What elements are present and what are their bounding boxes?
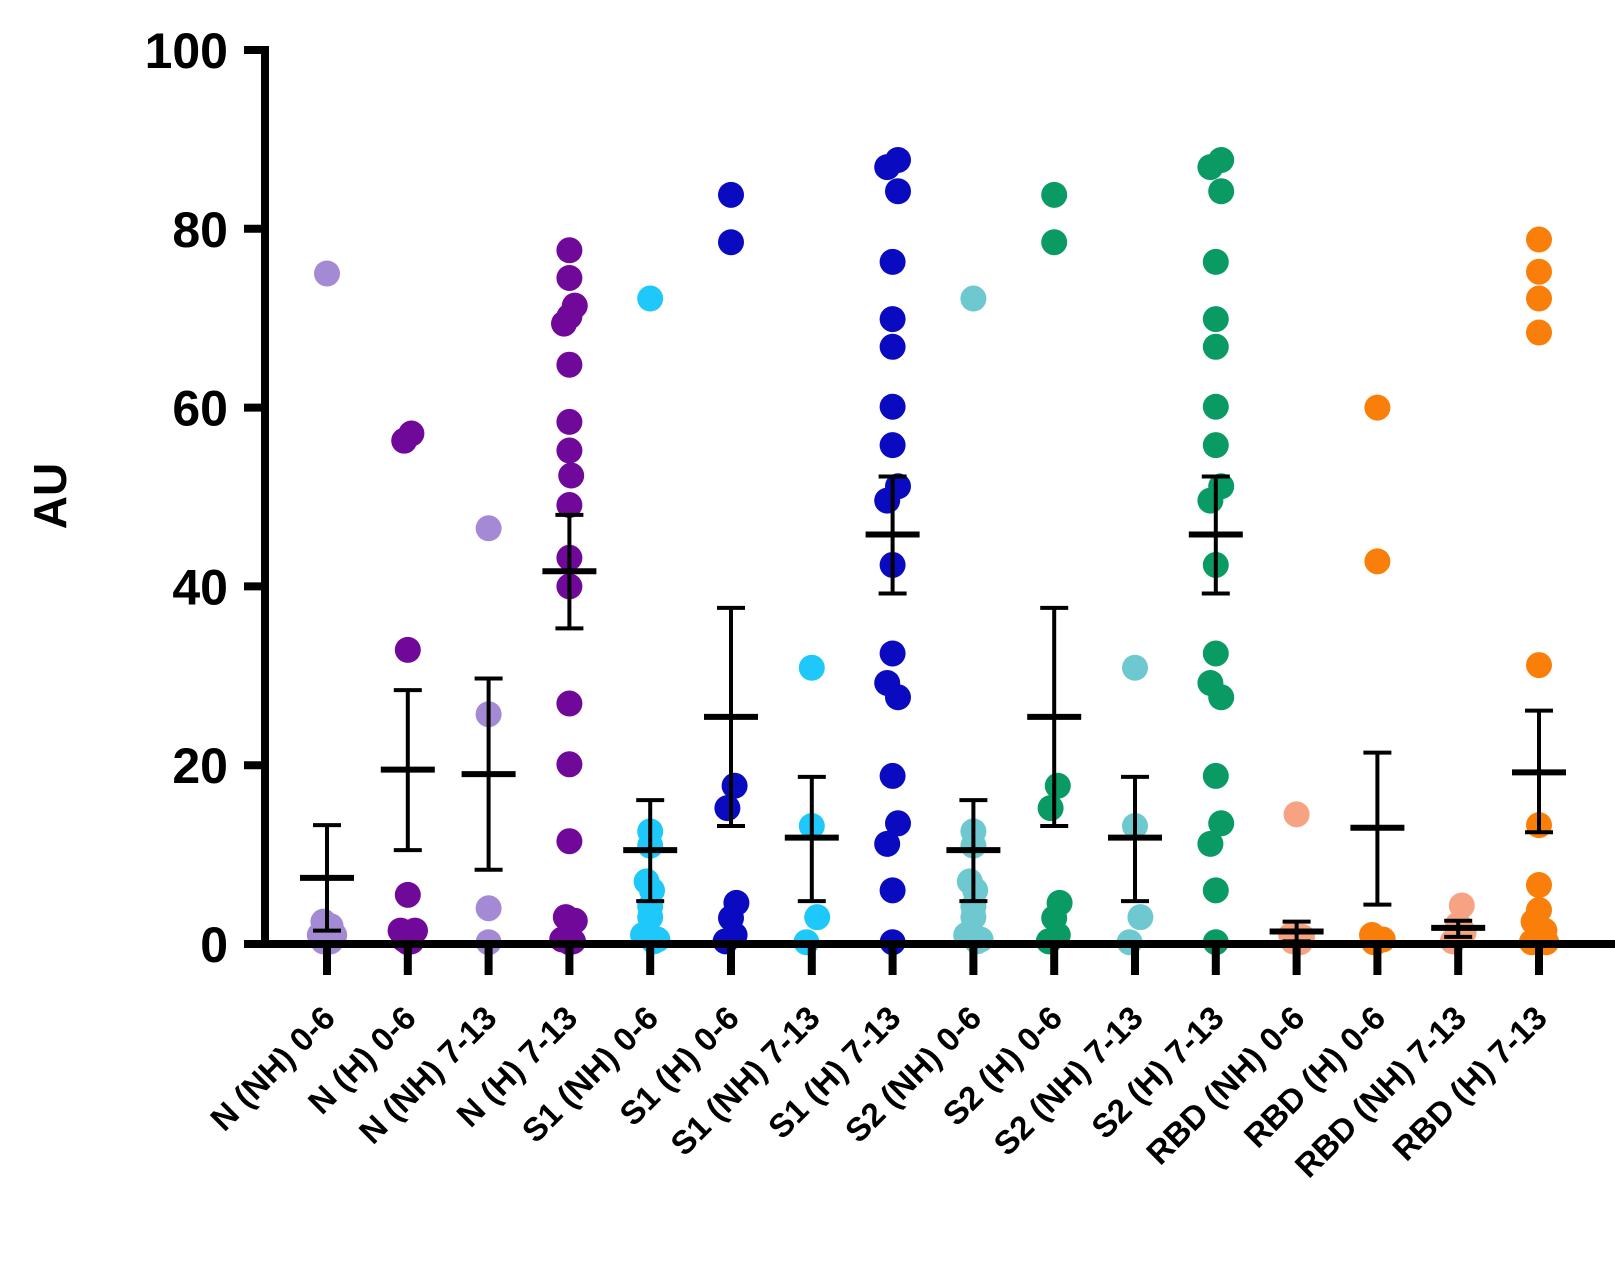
y-tick-label: 40 — [172, 559, 228, 615]
data-point — [798, 654, 825, 681]
data-point — [1526, 285, 1552, 312]
data-point — [1208, 810, 1235, 837]
data-point — [885, 810, 911, 837]
data-point — [874, 830, 901, 857]
data-point — [1127, 904, 1154, 931]
data-point — [1526, 226, 1552, 253]
data-point — [1202, 306, 1229, 333]
data-point — [556, 237, 583, 264]
data-point — [1208, 146, 1235, 173]
data-point — [556, 303, 583, 330]
data-point — [1364, 548, 1391, 575]
data-point — [1197, 830, 1224, 857]
data-point — [556, 437, 583, 464]
data-point — [1044, 772, 1071, 799]
data-point — [879, 432, 906, 459]
data-point — [556, 751, 583, 778]
y-tick-label: 100 — [145, 23, 228, 79]
data-point — [804, 904, 831, 931]
data-point — [1202, 333, 1229, 360]
data-point — [879, 640, 906, 667]
y-tick-label: 80 — [172, 202, 228, 258]
data-point — [1202, 432, 1229, 459]
y-axis-title: AU — [24, 463, 76, 529]
data-point — [1526, 319, 1552, 346]
data-point — [1364, 394, 1391, 421]
data-point — [960, 285, 987, 312]
data-point — [1526, 652, 1552, 679]
data-point — [1283, 801, 1310, 828]
y-tick-label: 20 — [172, 738, 228, 794]
data-point — [1208, 178, 1235, 205]
data-point — [885, 178, 911, 205]
data-point — [1526, 258, 1552, 285]
data-point — [556, 828, 583, 855]
y-ticks: 0 20 40 60 80 100 — [145, 23, 269, 973]
data-point — [556, 690, 583, 717]
data-point — [879, 248, 906, 275]
data-point — [721, 772, 748, 799]
data-point — [879, 877, 906, 904]
data-point — [879, 762, 906, 789]
data-point — [398, 420, 425, 447]
data-point — [556, 351, 583, 378]
data-point — [475, 515, 502, 542]
data-point — [1041, 229, 1068, 256]
y-tick-label: 60 — [172, 381, 228, 437]
axes — [261, 48, 1615, 948]
data-point — [556, 408, 583, 435]
data-point — [558, 462, 585, 489]
data-point — [556, 264, 583, 291]
data-point — [1197, 487, 1224, 514]
data-point — [1526, 871, 1552, 898]
data-point — [314, 260, 340, 287]
data-point — [714, 795, 741, 822]
data-point — [885, 684, 911, 711]
data-point — [718, 229, 744, 256]
data-point — [879, 306, 906, 333]
mean-error-bars — [300, 474, 1566, 944]
data-point — [1202, 877, 1229, 904]
data-point — [718, 181, 744, 208]
data-point — [561, 907, 588, 934]
data-point — [1208, 684, 1235, 711]
data-point — [394, 636, 421, 663]
data-point — [637, 285, 664, 312]
x-ticks: N (NH) 0-6N (H) 0-6N (NH) 7-13N (H) 7-13… — [203, 944, 1554, 1184]
x-tick-label: N (NH) 0-6 — [203, 999, 342, 1138]
data-point — [1202, 762, 1229, 789]
data-point — [1122, 654, 1148, 681]
data-point — [394, 881, 421, 908]
data-point — [1041, 181, 1068, 208]
data-point — [1202, 248, 1229, 275]
data-point — [885, 146, 911, 173]
data-point — [1037, 795, 1064, 822]
data-point — [475, 895, 502, 922]
data-point — [1202, 393, 1229, 420]
y-tick-label: 0 — [200, 917, 228, 973]
data-point — [874, 487, 901, 514]
data-points — [306, 146, 1560, 956]
data-point — [879, 333, 906, 360]
data-point — [556, 492, 583, 519]
data-point — [1202, 640, 1229, 667]
data-point — [879, 393, 906, 420]
